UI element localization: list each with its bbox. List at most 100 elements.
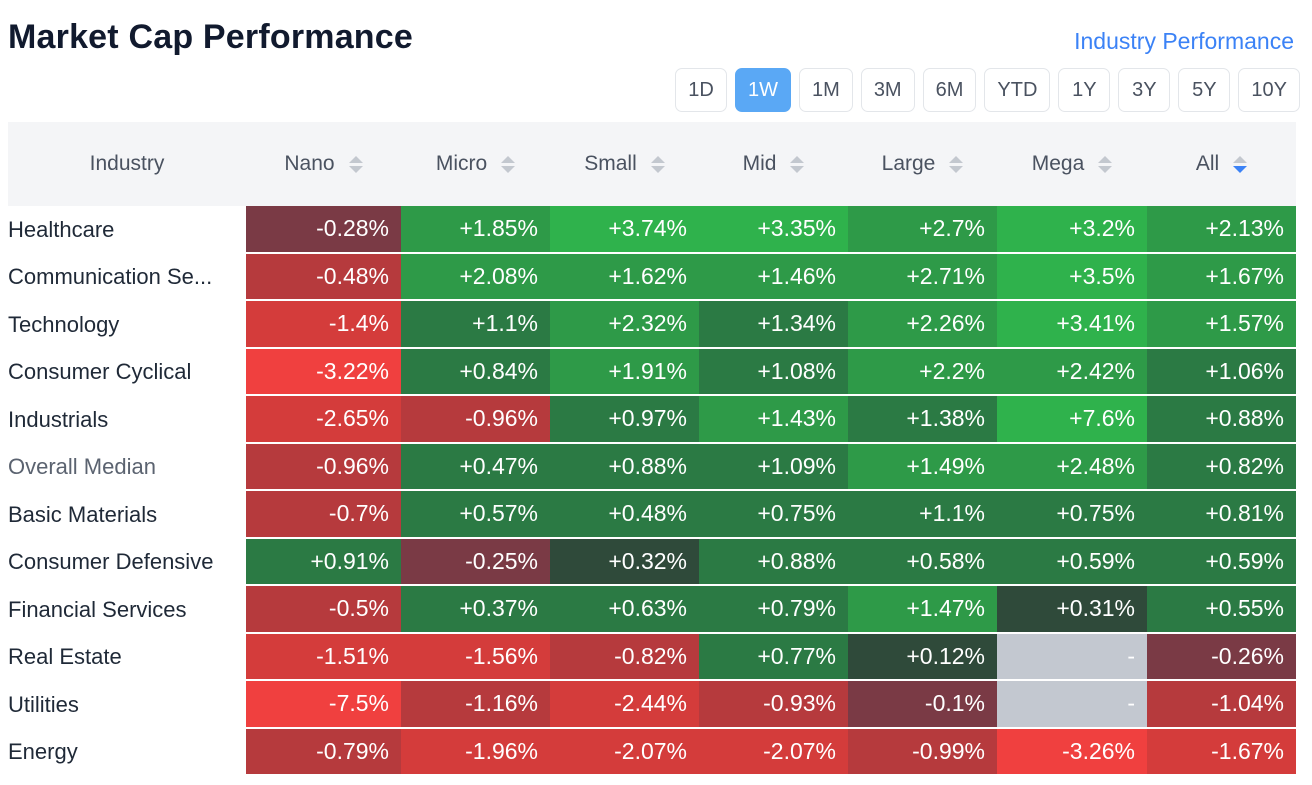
performance-cell: +1.38%	[848, 396, 997, 444]
performance-cell: +0.63%	[550, 586, 699, 634]
industry-label[interactable]: Communication Se...	[8, 264, 213, 290]
performance-cell: +2.32%	[550, 301, 699, 349]
performance-cell: -	[997, 633, 1147, 681]
industry-label[interactable]: Consumer Cyclical	[8, 359, 192, 385]
industry-label[interactable]: Healthcare	[8, 216, 115, 242]
period-button-10y[interactable]: 10Y	[1238, 68, 1300, 112]
table-row: Healthcare -0.28% +1.85% +3.74% +3.35% +2.7% +…	[8, 206, 1296, 254]
period-button-1y[interactable]: 1Y	[1058, 68, 1111, 112]
sort-icon	[650, 155, 665, 173]
performance-cell: -0.93%	[699, 681, 848, 729]
period-button-1d[interactable]: 1D	[675, 68, 728, 112]
table-header: Industry Nano Micro Small Mid Large Mega…	[8, 122, 1296, 206]
period-button-5y[interactable]: 5Y	[1178, 68, 1231, 112]
performance-cell: -2.07%	[550, 728, 699, 776]
performance-cell: +0.91%	[246, 538, 401, 586]
column-header-large[interactable]: Large	[848, 122, 997, 206]
column-header-label: Mid	[742, 152, 777, 175]
performance-cell: -0.96%	[246, 443, 401, 491]
performance-cell: -0.1%	[848, 681, 997, 729]
sort-icon	[501, 155, 516, 173]
performance-cell: +1.62%	[550, 253, 699, 301]
performance-cell: +2.08%	[401, 253, 550, 301]
sort-icon	[790, 155, 805, 173]
performance-cell: -0.28%	[246, 206, 401, 254]
performance-cell: +0.31%	[997, 586, 1147, 634]
period-button-1w[interactable]: 1W	[735, 68, 792, 112]
column-header-mega[interactable]: Mega	[997, 122, 1147, 206]
performance-cell: +2.7%	[848, 206, 997, 254]
performance-cell: +0.57%	[401, 491, 550, 539]
performance-cell: +1.67%	[1147, 253, 1296, 301]
performance-cell: +1.06%	[1147, 348, 1296, 396]
performance-cell: +2.26%	[848, 301, 997, 349]
performance-cell: -3.22%	[246, 348, 401, 396]
performance-cell: -1.51%	[246, 633, 401, 681]
column-header-mid[interactable]: Mid	[699, 122, 848, 206]
performance-cell: +1.43%	[699, 396, 848, 444]
industry-label[interactable]: Technology	[8, 311, 120, 337]
performance-cell: +0.84%	[401, 348, 550, 396]
industry-label[interactable]: Real Estate	[8, 644, 122, 670]
column-header-label: Mega	[1031, 152, 1085, 175]
column-header-nano[interactable]: Nano	[246, 122, 401, 206]
performance-cell: -2.07%	[699, 728, 848, 776]
performance-cell: +3.74%	[550, 206, 699, 254]
industry-label[interactable]: Basic Materials	[8, 501, 158, 527]
period-button-3y[interactable]: 3Y	[1118, 68, 1171, 112]
industry-label[interactable]: Industrials	[8, 406, 109, 432]
performance-cell: +1.34%	[699, 301, 848, 349]
performance-cell: +0.88%	[699, 538, 848, 586]
performance-cell: +1.46%	[699, 253, 848, 301]
performance-cell: +1.85%	[401, 206, 550, 254]
performance-cell: +2.71%	[848, 253, 997, 301]
performance-cell: +0.47%	[401, 443, 550, 491]
performance-cell: -0.7%	[246, 491, 401, 539]
performance-cell: +0.77%	[699, 633, 848, 681]
performance-cell: +1.09%	[699, 443, 848, 491]
performance-cell: +0.55%	[1147, 586, 1296, 634]
page-title: Market Cap Performance	[8, 18, 413, 56]
industry-label[interactable]: Overall Median	[8, 454, 156, 480]
performance-cell: +0.88%	[1147, 396, 1296, 444]
column-header-label: Micro	[435, 152, 488, 175]
industry-label[interactable]: Consumer Defensive	[8, 549, 214, 575]
performance-cell: +1.47%	[848, 586, 997, 634]
sort-desc-icon	[1233, 155, 1248, 173]
column-header-all[interactable]: All	[1147, 122, 1296, 206]
performance-cell: -1.4%	[246, 301, 401, 349]
table-row: Financial Services -0.5% +0.37% +0.63% +0.79…	[8, 586, 1296, 634]
performance-cell: -3.26%	[997, 728, 1147, 776]
performance-cell: +0.48%	[550, 491, 699, 539]
performance-cell: -0.99%	[848, 728, 997, 776]
performance-cell: +2.42%	[997, 348, 1147, 396]
performance-cell: +0.88%	[550, 443, 699, 491]
industry-label[interactable]: Utilities	[8, 691, 79, 717]
period-button-6m[interactable]: 6M	[922, 68, 977, 112]
table-row: Technology -1.4% +1.1% +2.32% +1.34% +2.26% +3…	[8, 301, 1296, 349]
performance-cell: +0.59%	[997, 538, 1147, 586]
performance-cell: +2.13%	[1147, 206, 1296, 254]
performance-cell: -0.79%	[246, 728, 401, 776]
column-header-small[interactable]: Small	[550, 122, 699, 206]
performance-cell: +3.2%	[997, 206, 1147, 254]
table-row: Utilities -7.5% -1.16% -2.44% -0.93% -0.1% - -1…	[8, 681, 1296, 729]
performance-cell: +0.81%	[1147, 491, 1296, 539]
performance-cell: +1.91%	[550, 348, 699, 396]
period-button-ytd[interactable]: YTD	[984, 68, 1051, 112]
industry-label[interactable]: Financial Services	[8, 596, 187, 622]
period-button-3m[interactable]: 3M	[860, 68, 915, 112]
industry-label[interactable]: Energy	[8, 739, 78, 765]
performance-cell: +0.75%	[699, 491, 848, 539]
period-button-1m[interactable]: 1M	[799, 68, 853, 112]
performance-cell: -1.67%	[1147, 728, 1296, 776]
performance-cell: +1.1%	[848, 491, 997, 539]
performance-cell: -2.65%	[246, 396, 401, 444]
industry-performance-link[interactable]: Industry Performance	[1074, 28, 1294, 54]
column-header-micro[interactable]: Micro	[401, 122, 550, 206]
table-row: Energy -0.79% -1.96% -2.07% -2.07% -0.99% -3.2…	[8, 728, 1296, 776]
performance-cell: -0.26%	[1147, 633, 1296, 681]
table-row: Real Estate -1.51% -1.56% -0.82% +0.77% +0.12…	[8, 633, 1296, 681]
performance-cell: -	[997, 681, 1147, 729]
sort-icon	[1098, 155, 1113, 173]
